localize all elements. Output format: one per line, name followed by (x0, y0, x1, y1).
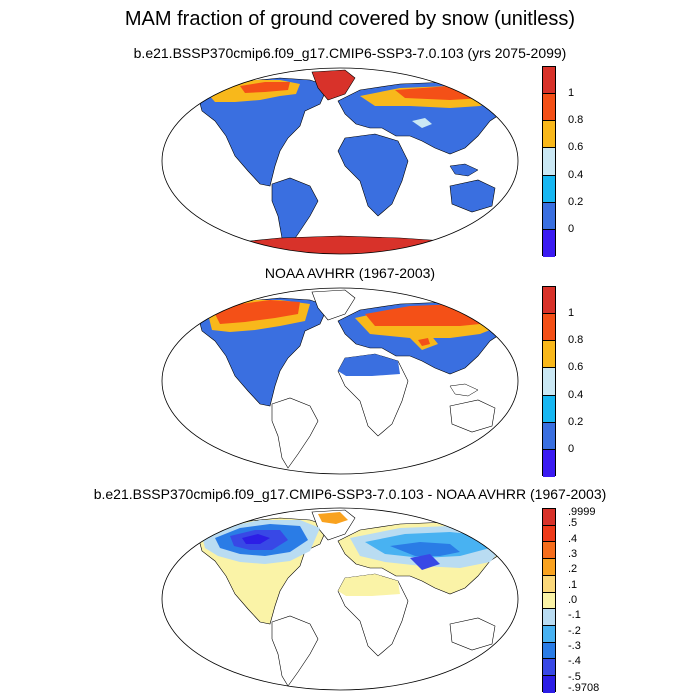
panel1-colorbar-label: 1 (568, 87, 575, 99)
panel2-colorbar-label: 0.8 (568, 334, 584, 346)
panel3-colorbar-swatch (543, 642, 555, 660)
panel1-colorbar-swatch (543, 94, 555, 122)
panel3-colorbar-label: -.2 (568, 624, 581, 637)
panel1-colorbar-label: 0.4 (568, 169, 584, 181)
na-snow-core (240, 82, 290, 93)
eurasia-decrease-strong (390, 542, 460, 556)
australia (449, 179, 496, 213)
north-africa-snow-free (338, 354, 400, 376)
panel1-colorbar-swatch (543, 175, 555, 203)
tibet-decrease (410, 554, 440, 570)
panel2-map (161, 287, 519, 475)
panel3-colorbar-swatch (543, 626, 555, 643)
panel1-colorbar-swatch (543, 148, 555, 176)
panel3-colorbar-label: -.4 (568, 655, 581, 668)
panel1-colorbar-swatch (543, 67, 555, 95)
panel2-colorbar-swatch (543, 368, 555, 396)
panel1-title: b.e21.BSSP370cmip6.f09_g17.CMIP6-SSP3-7.… (133, 45, 567, 61)
panel3-colorbar-label: .4 (568, 532, 578, 545)
figure-title: MAM fraction of ground covered by snow (… (124, 8, 576, 30)
panel3-colorbar-label: -.9708 (568, 682, 600, 694)
north-africa-zero (338, 574, 400, 596)
greenland (311, 69, 356, 101)
panel2-colorbar-label: 0.6 (568, 361, 584, 373)
panel3-map (161, 507, 519, 691)
panel2-colorbar-swatch (543, 314, 555, 342)
panel2-colorbar-label: 0 (568, 443, 575, 455)
south-america (271, 615, 319, 687)
panel3-colorbar-label: .5 (568, 517, 578, 530)
africa (337, 133, 409, 217)
panel2-colorbar-swatch (543, 395, 555, 423)
se-asia-islands (449, 163, 479, 177)
panel3-land (197, 509, 511, 687)
panel2-colorbar-swatch (543, 287, 555, 315)
panel1-colorbar-swatch (543, 229, 555, 257)
panel3-colorbar-swatch (543, 592, 555, 610)
panel3-colorbar: .9999.5 .4 .3 .2 .1 .0 -.1 -.2 -.3 -.4 -.5 -.9708 (542, 506, 599, 694)
panel2-colorbar-label: 0.4 (568, 389, 584, 401)
panel2-land (197, 289, 511, 469)
panel3-colorbar-swatch (543, 575, 555, 593)
panel2-colorbar-swatch (543, 422, 555, 450)
panel3-colorbar-label: .2 (568, 563, 578, 576)
panel1-colorbar-label: 0.8 (568, 114, 584, 126)
panel3-colorbar-label: -.3 (568, 640, 581, 652)
australia (449, 399, 496, 433)
panel3-colorbar-label: -.5 (568, 670, 581, 683)
panel3-colorbar-label: .1 (568, 578, 578, 591)
panel2-colorbar-label: 0.2 (568, 416, 584, 428)
panel3-colorbar-swatch (543, 659, 555, 677)
greenland-rim-increase (318, 512, 348, 524)
panel3-colorbar-swatch (543, 609, 555, 627)
panel3-colorbar-swatch (543, 676, 555, 693)
panel3-colorbar-label: .3 (568, 548, 578, 560)
panel2-colorbar-label: 1 (568, 307, 575, 319)
panel3-colorbar-swatch (543, 525, 555, 543)
panel2-colorbar-swatch (543, 449, 555, 477)
north-america (197, 77, 329, 187)
panel3-title: b.e21.BSSP370cmip6.f09_g17.CMIP6-SSP3-7.… (93, 486, 607, 502)
na-decrease-strongest (242, 534, 270, 544)
panel3-colorbar-swatch (543, 509, 555, 526)
panel1-map (161, 67, 519, 255)
panel3-colorbar-label: .9999 (568, 506, 596, 518)
panel1-colorbar-label: 0.2 (568, 196, 584, 208)
na-snow-core (215, 300, 300, 324)
tibet-snow-core (418, 338, 430, 346)
panel1-colorbar-label: 0.6 (568, 141, 584, 153)
panel1-colorbar-swatch (543, 202, 555, 230)
tibet-snow (412, 118, 432, 128)
panel1-colorbar-swatch (543, 121, 555, 149)
panel1-colorbar: 1 0.8 0.6 0.4 0.2 0 (542, 66, 583, 257)
panel2-colorbar-swatch (543, 341, 555, 369)
se-asia-islands (449, 383, 479, 397)
panel3-colorbar-label: -.1 (568, 609, 581, 622)
south-america (271, 397, 319, 469)
panel3-colorbar-swatch (543, 542, 555, 560)
panel3-colorbar-swatch (543, 559, 555, 576)
panel2-title: NOAA AVHRR (1967-2003) (264, 265, 436, 281)
australia (449, 617, 496, 651)
south-america (271, 177, 319, 249)
greenland (311, 289, 356, 321)
panel1-colorbar-label: 0 (568, 223, 575, 235)
panel3-colorbar-label: .0 (568, 594, 578, 606)
panel2-colorbar: 1 0.8 0.6 0.4 0.2 0 (542, 286, 583, 477)
